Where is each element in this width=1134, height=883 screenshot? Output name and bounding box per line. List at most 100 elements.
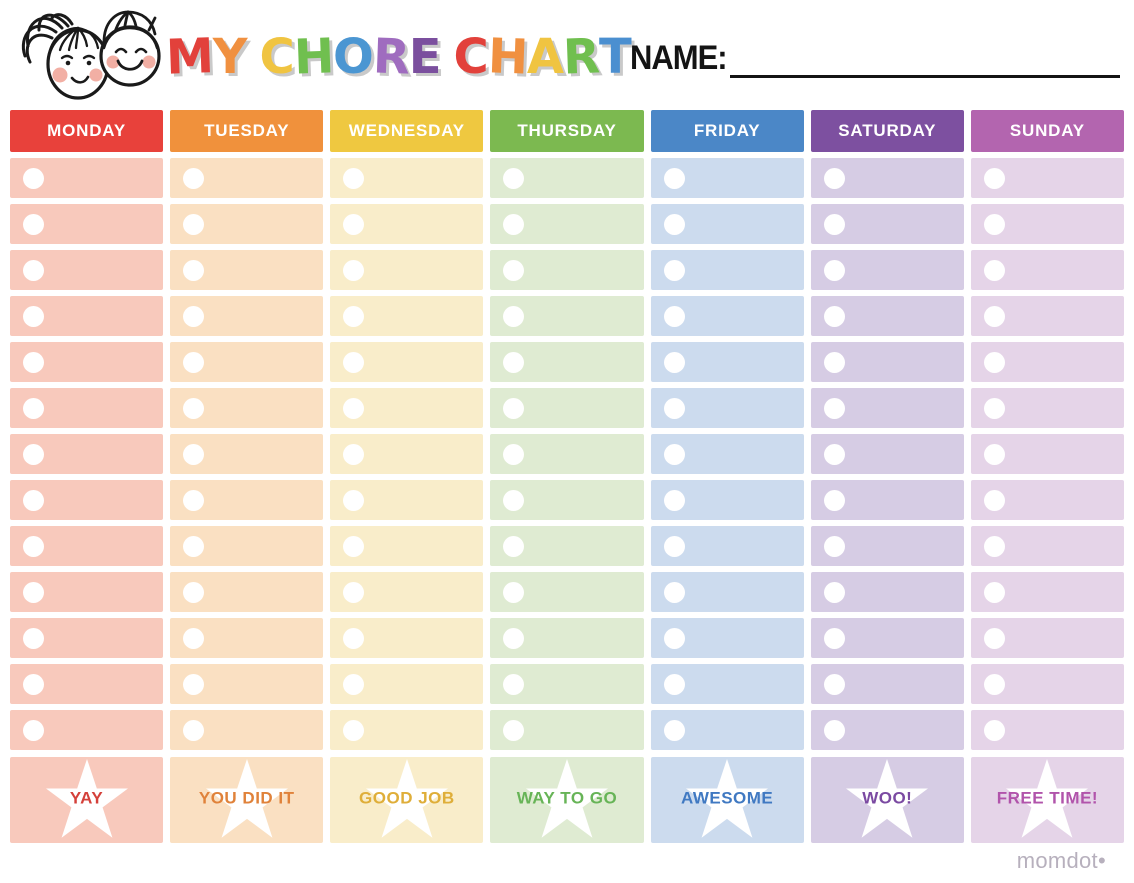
check-circle[interactable] [23,673,44,695]
check-circle[interactable] [823,167,845,189]
check-circle[interactable] [23,305,44,327]
check-circle[interactable] [503,581,525,603]
check-circle[interactable] [983,213,1005,235]
check-circle[interactable] [183,673,205,695]
check-circle[interactable] [183,627,205,649]
check-circle[interactable] [823,489,845,511]
check-circle[interactable] [503,535,525,557]
check-circle[interactable] [343,259,365,281]
chore-row-saturday-5 [810,342,964,382]
check-circle[interactable] [823,581,845,603]
check-circle[interactable] [983,581,1005,603]
check-circle[interactable] [23,719,44,741]
check-circle[interactable] [183,443,205,465]
chore-row-friday-7 [650,434,804,474]
check-circle[interactable] [183,397,205,419]
check-circle[interactable] [183,167,205,189]
check-circle[interactable] [343,535,365,557]
check-circle[interactable] [823,443,845,465]
check-circle[interactable] [343,167,365,189]
check-circle[interactable] [983,351,1005,373]
check-circle[interactable] [663,167,685,189]
check-circle[interactable] [983,535,1005,557]
check-circle[interactable] [823,305,845,327]
check-circle[interactable] [663,535,685,557]
check-circle[interactable] [343,351,365,373]
check-circle[interactable] [983,397,1005,419]
check-circle[interactable] [663,443,685,465]
check-circle[interactable] [23,443,44,465]
check-circle[interactable] [503,443,525,465]
check-circle[interactable] [663,259,685,281]
check-circle[interactable] [663,719,685,741]
check-circle[interactable] [983,167,1005,189]
check-circle[interactable] [343,719,365,741]
name-input-line[interactable] [729,42,1120,78]
check-circle[interactable] [343,213,365,235]
check-circle[interactable] [983,627,1005,649]
chore-grid: MONDAY YAY TUESDAY YOU DID IT WEDNESDAY GOOD … [10,110,1124,843]
check-circle[interactable] [663,489,685,511]
check-circle[interactable] [823,673,845,695]
check-circle[interactable] [663,673,685,695]
check-circle[interactable] [503,397,525,419]
check-circle[interactable] [823,351,845,373]
check-circle[interactable] [663,397,685,419]
check-circle[interactable] [503,213,525,235]
check-circle[interactable] [23,535,44,557]
check-circle[interactable] [983,719,1005,741]
check-circle[interactable] [183,213,205,235]
check-circle[interactable] [343,489,365,511]
check-circle[interactable] [183,719,205,741]
check-circle[interactable] [183,535,205,557]
chore-row-saturday-2 [810,204,964,244]
check-circle[interactable] [343,627,365,649]
check-circle[interactable] [183,305,205,327]
check-circle[interactable] [823,627,845,649]
check-circle[interactable] [183,489,205,511]
chore-row-sunday-5 [970,342,1124,382]
check-circle[interactable] [183,581,205,603]
check-circle[interactable] [183,351,205,373]
check-circle[interactable] [503,673,525,695]
check-circle[interactable] [23,213,44,235]
check-circle[interactable] [503,351,525,373]
check-circle[interactable] [23,397,44,419]
check-circle[interactable] [983,443,1005,465]
check-circle[interactable] [983,673,1005,695]
check-circle[interactable] [663,627,685,649]
check-circle[interactable] [23,351,44,373]
check-circle[interactable] [343,397,365,419]
check-circle[interactable] [663,305,685,327]
title-letter: R [562,28,601,86]
check-circle[interactable] [823,535,845,557]
check-circle[interactable] [23,581,44,603]
check-circle[interactable] [343,673,365,695]
check-circle[interactable] [663,581,685,603]
check-circle[interactable] [983,259,1005,281]
day-header-friday: FRIDAY [650,110,804,152]
check-circle[interactable] [23,167,44,189]
check-circle[interactable] [343,581,365,603]
check-circle[interactable] [343,305,365,327]
check-circle[interactable] [23,627,44,649]
check-circle[interactable] [503,167,525,189]
check-circle[interactable] [183,259,205,281]
check-circle[interactable] [663,213,685,235]
check-circle[interactable] [23,489,44,511]
chore-row-tuesday-2 [170,204,324,244]
check-circle[interactable] [503,259,525,281]
check-circle[interactable] [503,305,525,327]
check-circle[interactable] [503,627,525,649]
check-circle[interactable] [983,305,1005,327]
check-circle[interactable] [823,719,845,741]
check-circle[interactable] [823,213,845,235]
check-circle[interactable] [23,259,44,281]
check-circle[interactable] [663,351,685,373]
check-circle[interactable] [823,397,845,419]
check-circle[interactable] [503,489,525,511]
check-circle[interactable] [503,719,525,741]
check-circle[interactable] [983,489,1005,511]
check-circle[interactable] [823,259,845,281]
check-circle[interactable] [343,443,365,465]
